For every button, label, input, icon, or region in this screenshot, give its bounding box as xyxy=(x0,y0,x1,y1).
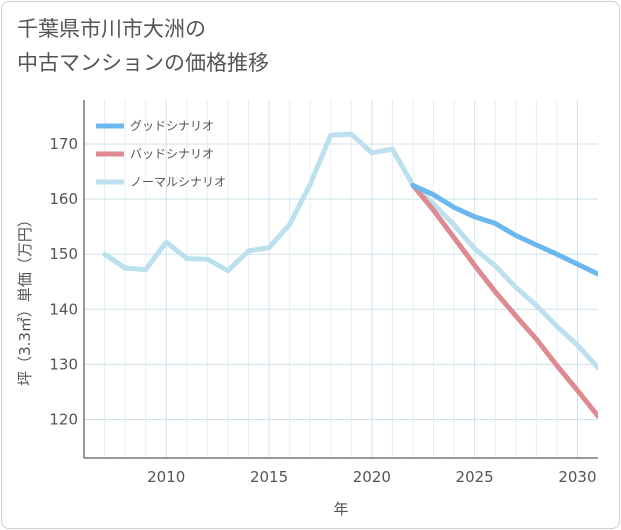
series-line-0 xyxy=(410,182,598,277)
chart-title-line1: 千葉県市川市大洲の xyxy=(17,17,206,41)
y-tick-label-120: 120 xyxy=(49,410,78,428)
series-lines xyxy=(102,131,598,419)
x-tick-label-2030: 2030 xyxy=(558,468,596,486)
y-tick-label-130: 130 xyxy=(49,355,78,373)
series-line-2 xyxy=(102,131,598,371)
series-line-1 xyxy=(410,182,598,419)
chart-title: 千葉県市川市大洲の 中古マンションの価格推移 xyxy=(17,12,417,80)
x-tick-label-2010: 2010 xyxy=(147,468,185,486)
y-tick-label-150: 150 xyxy=(49,245,78,263)
x-tick-label-2020: 2020 xyxy=(353,468,391,486)
legend-label-0: グッドシナリオ xyxy=(130,119,214,133)
x-tick-label-2025: 2025 xyxy=(456,468,494,486)
y-tick-label-160: 160 xyxy=(49,190,78,208)
axes: 120 130 140 150 160 170 2010 2015 2020 2025 2030 xyxy=(49,100,598,486)
legend-label-1: バッドシナリオ xyxy=(130,147,214,161)
legend-label-2: ノーマルシナリオ xyxy=(130,175,226,189)
grid xyxy=(84,100,598,458)
chart-title-line2: 中古マンションの価格推移 xyxy=(17,51,269,75)
y-tick-label-170: 170 xyxy=(49,135,78,153)
y-tick-label-140: 140 xyxy=(49,300,78,318)
y-axis-label: 坪（3.3㎡）単価（万円） xyxy=(16,212,34,386)
x-axis-label: 年 xyxy=(333,500,348,518)
x-tick-label-2015: 2015 xyxy=(250,468,288,486)
